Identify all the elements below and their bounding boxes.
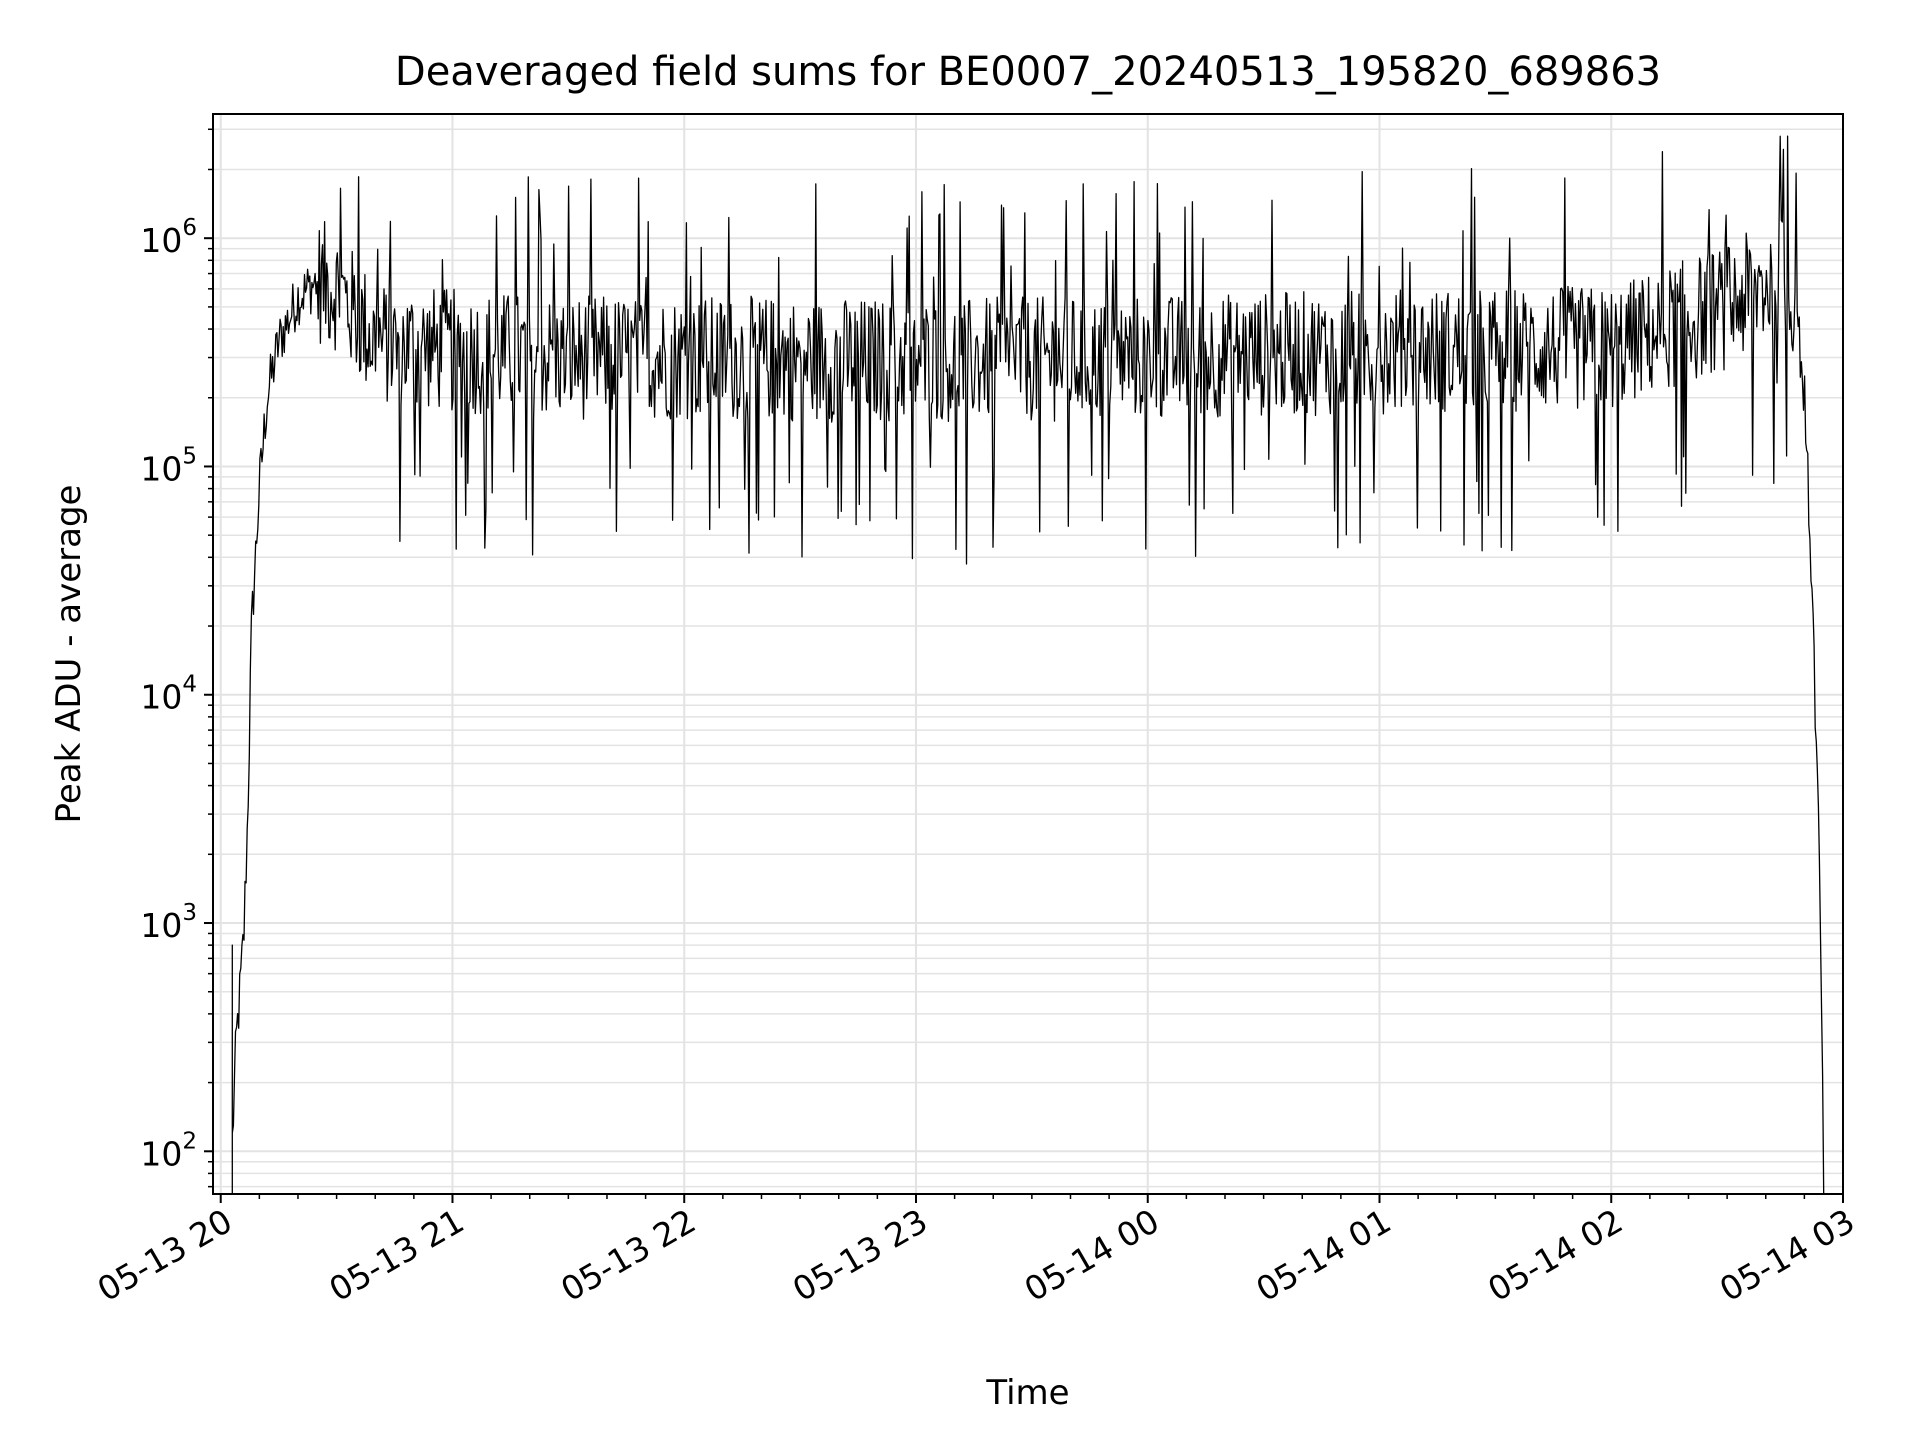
x-axis-label: Time bbox=[985, 1373, 1069, 1413]
major-grid bbox=[213, 114, 1844, 1194]
chart-title: Deaveraged field sums for BE0007_2024051… bbox=[395, 49, 1661, 95]
series-line bbox=[231, 135, 1825, 1195]
y-tick-label: 105 bbox=[140, 443, 197, 488]
y-axis: 102 103 104 105 106 bbox=[140, 128, 213, 1188]
y-tick-label: 106 bbox=[140, 215, 197, 260]
y-axis-label: Peak ADU - average bbox=[49, 485, 89, 824]
minor-grid bbox=[213, 128, 1843, 1188]
y-tick-label: 104 bbox=[140, 672, 197, 717]
y-tick-label: 103 bbox=[140, 900, 197, 945]
y-tick-label: 102 bbox=[140, 1128, 197, 1173]
plot-area bbox=[212, 113, 1844, 1195]
